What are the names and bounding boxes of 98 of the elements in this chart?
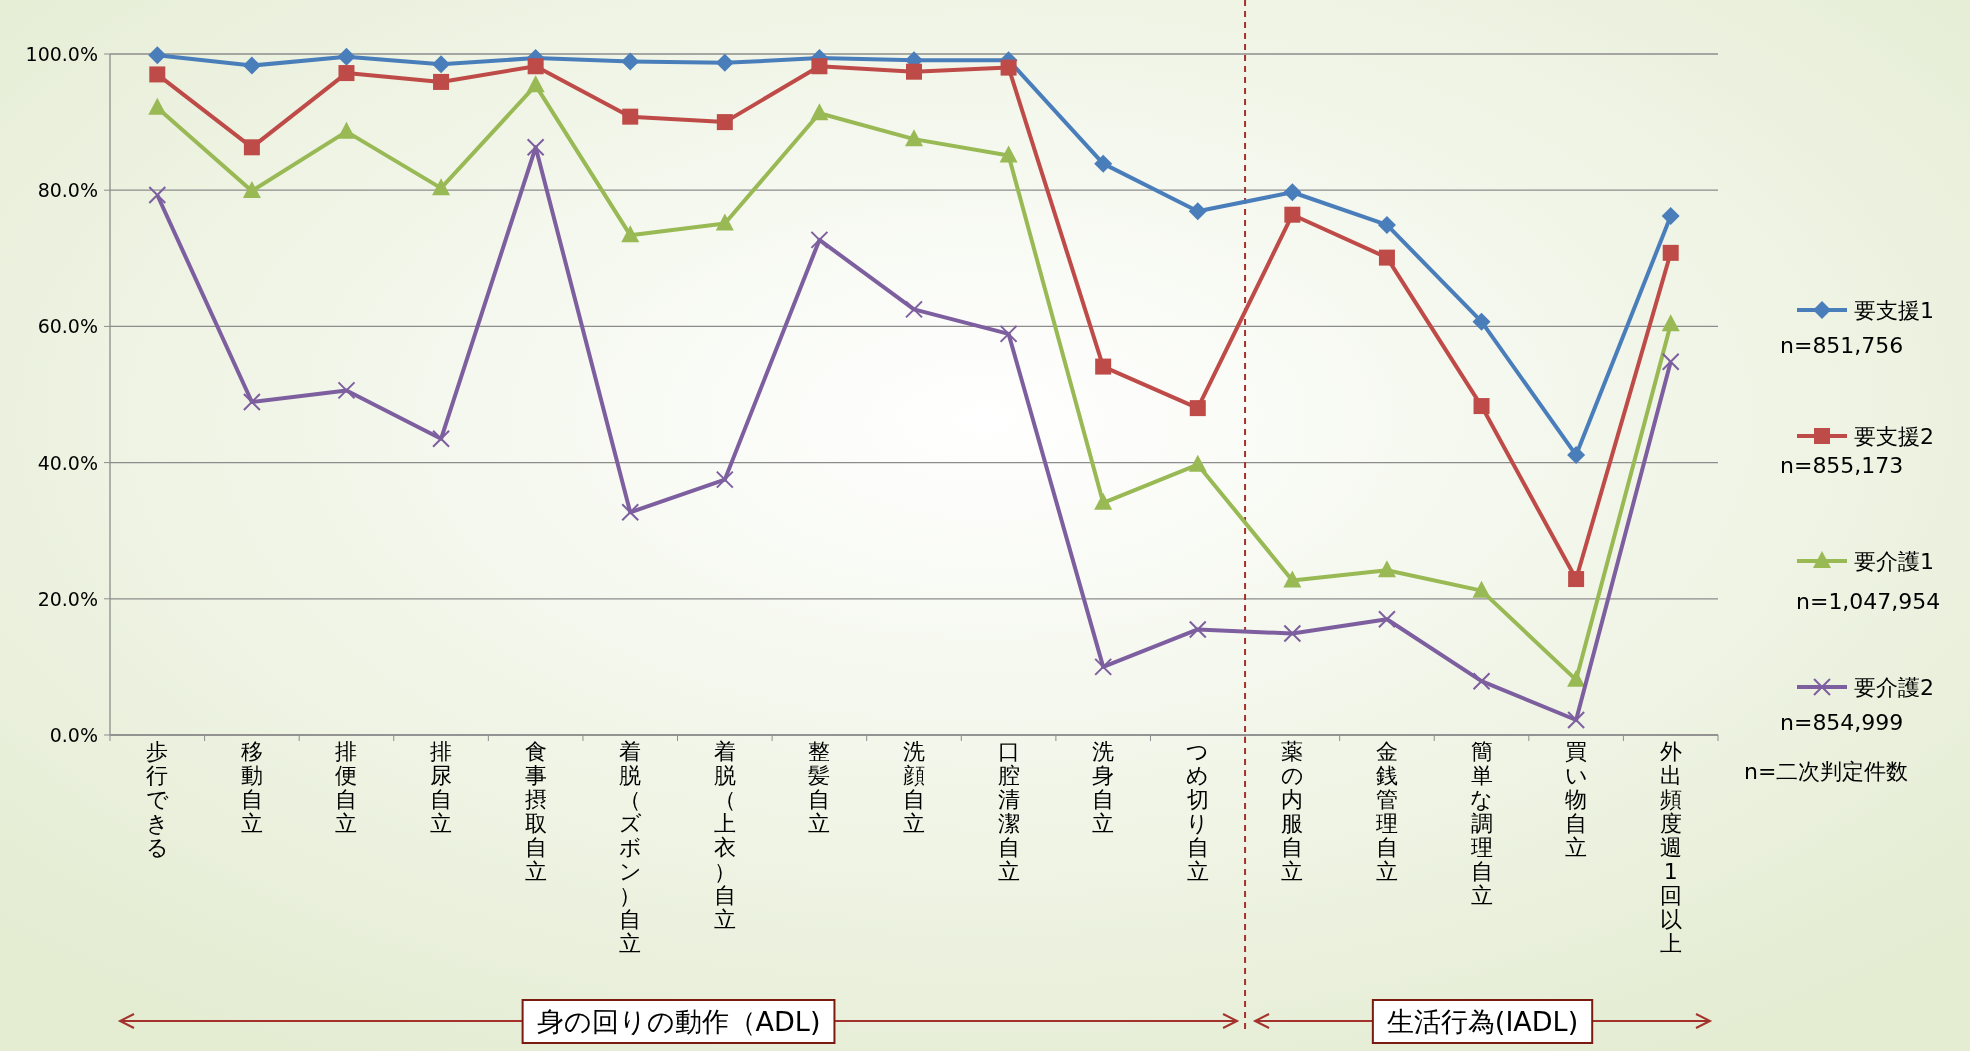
point [1567, 669, 1586, 687]
y-tick-label: 20.0% [37, 587, 98, 610]
point [432, 429, 451, 448]
text: n=854,999 [1780, 710, 1904, 735]
y-tick-label: 60.0% [37, 315, 98, 338]
point [999, 145, 1018, 163]
point [148, 97, 167, 115]
x-tick-label: 口腔清潔自立 [997, 739, 1020, 884]
x-tick-label: 排便自立 [335, 739, 358, 836]
point [1094, 154, 1113, 173]
point [1189, 400, 1206, 417]
point [526, 75, 545, 93]
point [526, 138, 545, 157]
x-tick-label: 移動自立 [240, 739, 263, 836]
point [337, 47, 356, 66]
point [148, 185, 167, 204]
point [1662, 244, 1679, 261]
x-tick-label: 洗顔自立 [903, 739, 925, 836]
legend-label: 要介護2 [1854, 675, 1934, 700]
point [621, 52, 640, 71]
point [243, 139, 260, 156]
text: 生活行為(IADL) [1386, 1006, 1579, 1037]
point [1568, 571, 1585, 588]
x-tick-label: 簡単な調理自立 [1470, 739, 1494, 908]
text: n=855,173 [1780, 453, 1904, 478]
point [810, 230, 829, 249]
point [1283, 570, 1302, 588]
point [1000, 59, 1017, 76]
point [242, 180, 261, 198]
point [905, 129, 923, 147]
point [1472, 580, 1491, 598]
point [1284, 206, 1301, 223]
point [1188, 620, 1207, 639]
point [1661, 352, 1680, 371]
point [1094, 657, 1113, 676]
point [1661, 207, 1680, 226]
point [1472, 672, 1491, 691]
point [715, 213, 734, 231]
point [1567, 446, 1586, 465]
point [148, 46, 167, 65]
point [337, 381, 356, 400]
y-tick-label: 100.0% [25, 43, 98, 65]
text: n=二次判定件数 [1744, 759, 1909, 784]
point [716, 114, 733, 131]
legend-label: 要介護1 [1854, 549, 1934, 574]
point [1661, 314, 1680, 332]
y-tick-label: 40.0% [37, 451, 98, 474]
point [337, 121, 356, 139]
x-tick-label: 歩行できる [145, 739, 169, 860]
category-label: 外出頻度週1回以上 [1659, 739, 1682, 956]
point [1095, 358, 1112, 375]
legend-label: 要支援2 [1854, 424, 1934, 449]
text: n=1,047,954 [1796, 589, 1941, 614]
point [1188, 202, 1207, 221]
point [999, 324, 1018, 343]
point [242, 56, 261, 75]
point [1377, 610, 1396, 629]
point [242, 392, 261, 411]
x-tick-label: 買い物自立 [1564, 739, 1588, 860]
x-tick-label: 金銭管理自立 [1375, 739, 1398, 884]
text: 身の回りの動作（ADL) [536, 1006, 821, 1037]
point [622, 108, 639, 125]
y-tick-label: 0.0% [49, 724, 98, 746]
point [1378, 249, 1395, 266]
point [715, 53, 734, 72]
x-tick-label: 排尿自立 [430, 739, 453, 836]
point [1472, 312, 1491, 331]
point [1377, 560, 1396, 578]
point [1473, 398, 1490, 415]
point [621, 503, 640, 522]
point [1283, 183, 1302, 202]
point [527, 58, 544, 75]
point [433, 73, 450, 90]
x-tick-label: 整髪自立 [808, 739, 831, 836]
point [811, 58, 828, 75]
point [810, 103, 829, 121]
point [906, 63, 922, 80]
point [715, 470, 734, 489]
point [905, 300, 923, 319]
x-tick-label: 薬の内服自立 [1280, 739, 1304, 884]
category-label: 着脱（ズボン）自立 [618, 739, 642, 956]
point [1567, 711, 1586, 730]
legend-label: 要支援1 [1854, 298, 1934, 323]
x-tick-label: 着脱（上衣）自立 [713, 739, 736, 932]
point [1377, 215, 1396, 234]
point [621, 225, 640, 243]
x-tick-label: 食事摂取自立 [524, 739, 547, 884]
x-tick-label: つめ切り自立 [1186, 739, 1210, 884]
point [149, 66, 166, 83]
x-tick-label: 洗身自立 [1092, 739, 1115, 836]
point [432, 178, 451, 196]
y-tick-label: 80.0% [37, 179, 98, 202]
point [432, 55, 451, 74]
point [1094, 492, 1113, 510]
point [1188, 454, 1207, 472]
point [338, 65, 355, 82]
text: n=851,756 [1780, 333, 1904, 358]
point [1283, 624, 1302, 643]
